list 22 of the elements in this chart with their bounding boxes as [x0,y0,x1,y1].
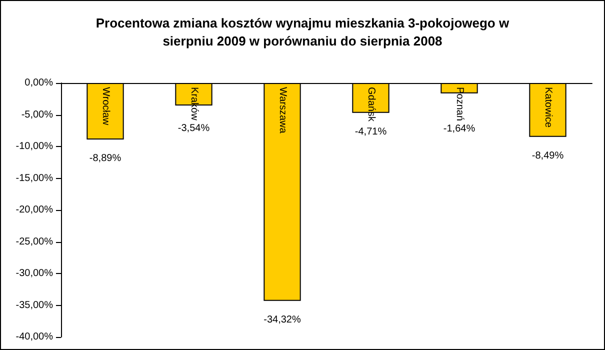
x-tick-label: Katowice [542,87,554,128]
data-label: -3,54% [178,122,210,134]
y-tick-label: -35,00% [16,300,54,311]
y-tick-label: -10,00% [16,141,54,152]
x-tick-label: Poznań [454,87,465,121]
x-tick-label: Warszawa [276,87,288,134]
y-tick-label: 0,00% [24,78,54,88]
x-tick-label: Gdańsk [365,87,376,122]
x-tick-label: Kraków [188,87,200,122]
data-label: -4,71% [354,126,387,138]
y-tick-label: -40,00% [16,332,54,342]
x-tick-label: Wrocław [100,87,111,126]
data-label: -34,32% [264,314,301,326]
y-tick-label: -25,00% [16,236,54,248]
y-tick-label: -15,00% [16,172,54,184]
y-tick-label: -20,00% [16,204,54,216]
data-label: -8,89% [89,152,122,164]
y-tick-label: -5,00% [21,109,54,120]
chart-title: Procentowa zmiana kosztów wynajmu mieszkania 3-pokojowego w sierpniu 2009 w porównaniu do sierpnia 2008 [96,16,510,48]
data-label: -1,64% [443,123,476,134]
data-label: -8,49% [532,150,564,162]
y-tick-label: -30,00% [16,268,54,279]
